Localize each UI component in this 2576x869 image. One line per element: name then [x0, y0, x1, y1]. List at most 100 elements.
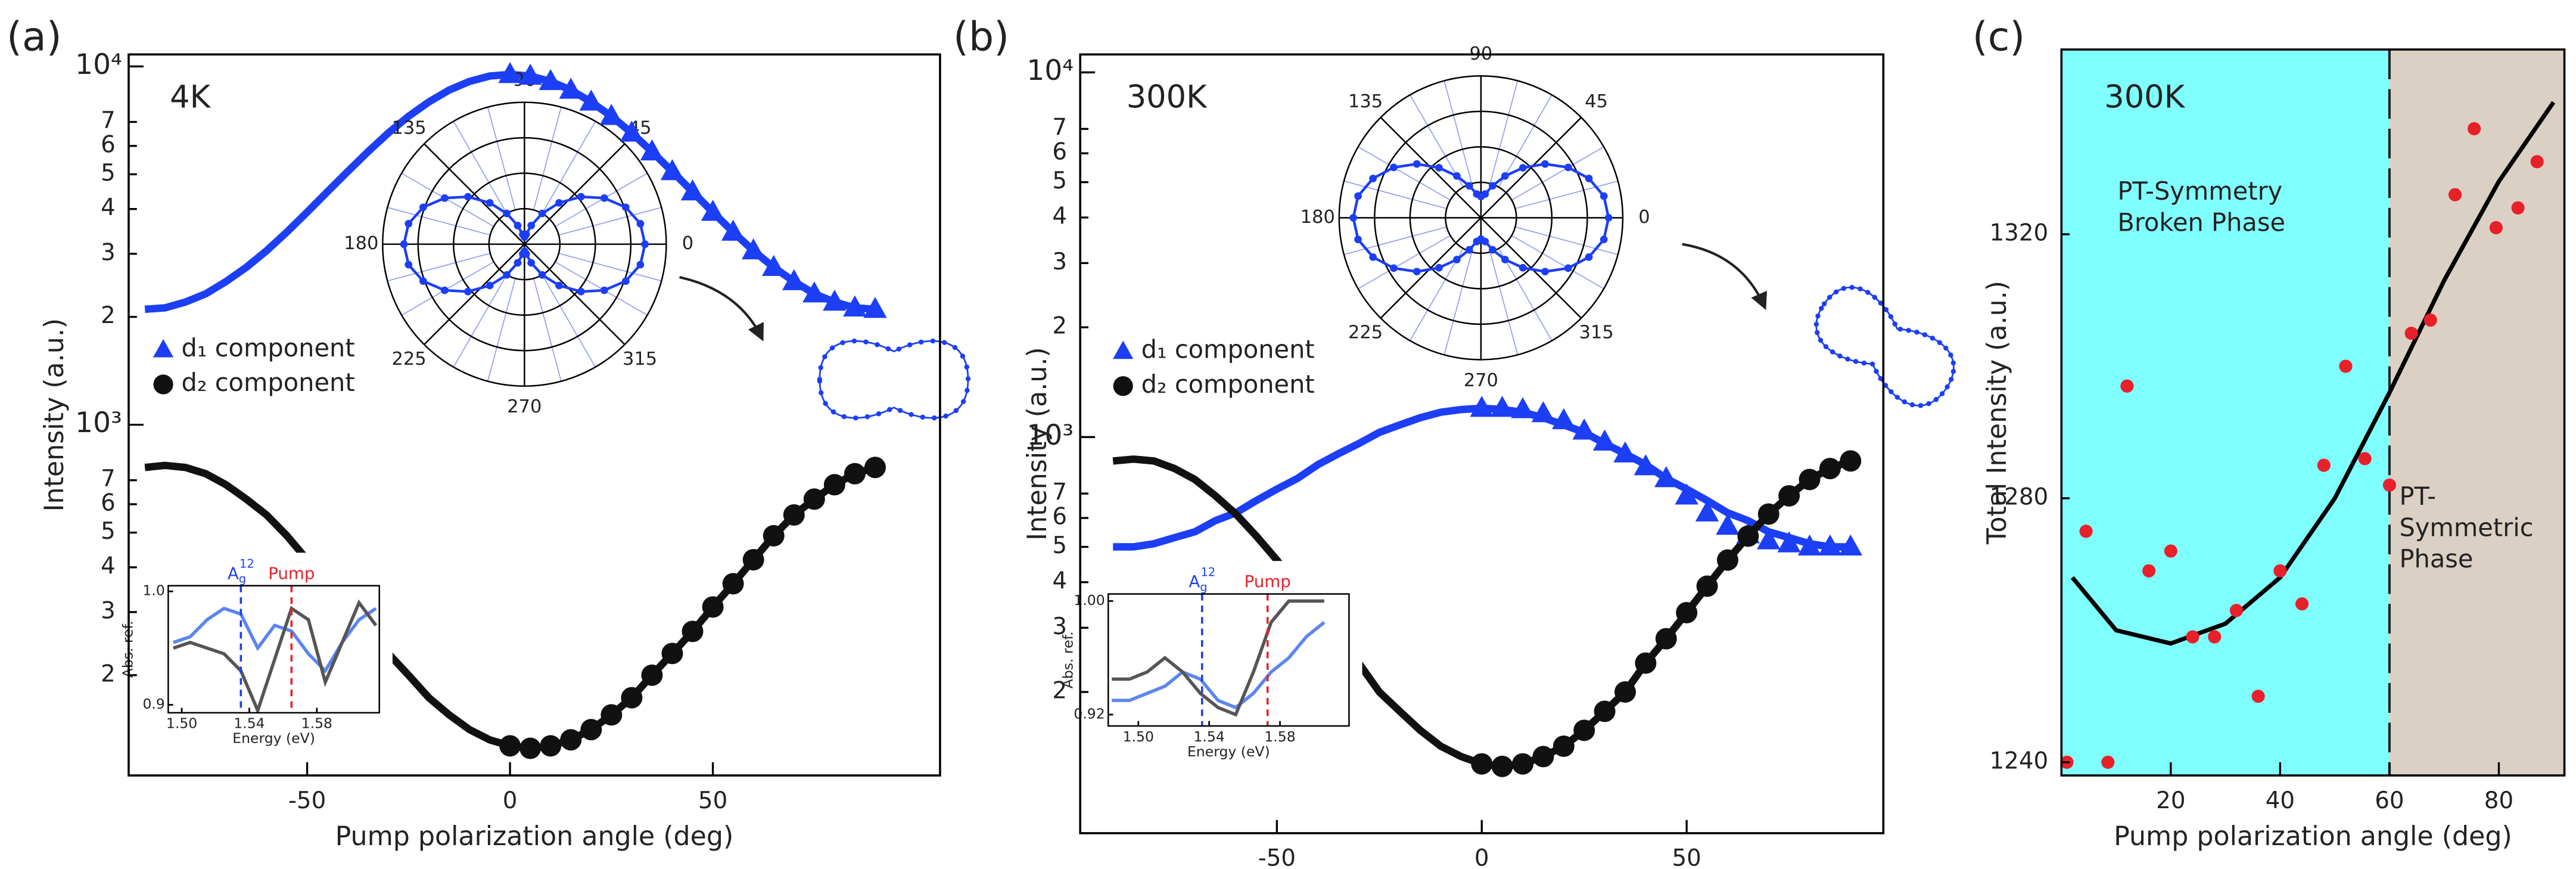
marker-label: Pump	[1245, 572, 1291, 591]
data-point	[2079, 524, 2093, 538]
data-point	[1573, 719, 1595, 741]
data-point	[1797, 534, 1822, 556]
polar-point	[1519, 263, 1527, 272]
data-point	[1471, 753, 1493, 775]
marker-label-text: A	[228, 563, 239, 583]
data-point	[1716, 549, 1738, 571]
polar-point	[1604, 214, 1613, 222]
polar-spoke	[524, 143, 626, 245]
marker-label-text: A	[1189, 572, 1200, 591]
data-point	[2164, 544, 2177, 558]
y-tick-label: 4	[101, 194, 116, 221]
data-point	[2404, 327, 2418, 340]
legend-marker	[153, 339, 174, 358]
polar-point	[419, 203, 427, 212]
polar-point	[519, 230, 527, 238]
data-point	[1491, 755, 1513, 777]
data-point	[2489, 221, 2503, 235]
y-tick-label: 6	[1052, 139, 1067, 166]
marker-label: Ag 12	[228, 557, 254, 585]
data-point	[1819, 458, 1841, 480]
data-point	[1695, 500, 1719, 522]
polar-point	[577, 193, 585, 201]
x-tick-label: 1.58	[301, 715, 332, 732]
x-tick-label: 50	[698, 787, 727, 814]
axis-label: Intensity (a.u.)	[1022, 347, 1053, 541]
x-tick-label: 1.54	[1193, 728, 1224, 745]
polar-point	[1541, 160, 1549, 168]
data-point	[498, 62, 522, 83]
data-point	[802, 281, 826, 303]
polar-point	[1354, 235, 1362, 244]
polar-point	[1600, 235, 1608, 244]
data-point	[742, 549, 764, 571]
polar-angle-label: 0	[1638, 207, 1650, 228]
data-point	[2229, 604, 2244, 617]
polar-angle-label: 45	[1585, 91, 1608, 112]
polar-point	[621, 203, 630, 212]
marker-label-sup: 12	[1201, 565, 1216, 579]
polar-minor-spoke	[1498, 248, 1553, 341]
data-point	[1470, 396, 1494, 417]
legend-marker	[153, 374, 173, 395]
data-point	[539, 69, 562, 91]
polar-angle-label: 0	[682, 233, 693, 254]
polar-point	[400, 240, 408, 249]
x-tick-label: 0	[1474, 845, 1489, 869]
data-point	[2339, 359, 2353, 373]
polar-minor-spoke	[1358, 146, 1451, 201]
y-tick-label: 5	[1052, 167, 1067, 194]
legend-label: d₂ component	[1141, 370, 1315, 399]
data-point	[823, 474, 845, 496]
x-tick-label: 50	[1672, 845, 1701, 869]
polar-point	[1390, 264, 1398, 272]
polar-minor-spoke	[1443, 252, 1473, 355]
y-tick-label: 1.0	[142, 582, 164, 599]
data-point	[2448, 188, 2462, 201]
data-point	[1655, 628, 1677, 650]
polar-angle-label: 225	[1348, 322, 1383, 343]
data-point	[499, 735, 521, 757]
data-point	[2208, 630, 2222, 644]
phase-region	[2061, 49, 2390, 776]
data-point	[1716, 513, 1740, 535]
data-point	[519, 737, 542, 759]
polar-minor-spoke	[1343, 226, 1447, 255]
y-tick-label: 0.92	[1074, 705, 1105, 722]
data-point	[2530, 155, 2544, 169]
legend-marker	[1113, 376, 1133, 396]
inset-axis-label: Energy (eV)	[232, 730, 315, 747]
data-point	[721, 219, 745, 241]
arrow	[1682, 243, 1767, 311]
data-point	[1594, 700, 1616, 722]
polar-point	[1481, 237, 1489, 246]
polar-angle-label: 135	[391, 117, 426, 138]
data-point	[1614, 681, 1636, 703]
polar-point	[538, 271, 546, 279]
data-point	[823, 289, 847, 311]
data-point	[1512, 753, 1534, 775]
polar-minor-spoke	[453, 274, 508, 368]
x-tick-label: -50	[288, 787, 326, 814]
plot-frame	[2060, 48, 2566, 777]
y-tick-label: 3	[1052, 613, 1067, 640]
polar-point	[486, 281, 494, 290]
data-point	[641, 664, 663, 686]
data-point	[843, 295, 867, 316]
polar-point	[555, 281, 563, 290]
data-point	[1838, 534, 1863, 556]
y-tick-label: 10³	[75, 406, 122, 439]
inset-frame	[167, 585, 380, 714]
polar-minor-spoke	[558, 253, 662, 282]
y-tick-label: 10³	[1026, 419, 1074, 452]
data-point	[680, 179, 705, 201]
polar-point	[600, 194, 608, 202]
y-tick-label: 7	[101, 465, 116, 492]
data-point	[783, 504, 805, 526]
data-point	[2186, 630, 2199, 644]
data-point	[518, 63, 542, 85]
data-point	[1552, 408, 1576, 430]
region-label: Broken Phase	[2117, 207, 2285, 237]
polar-point	[1585, 175, 1593, 182]
marker-label-sub: g	[1200, 580, 1207, 594]
